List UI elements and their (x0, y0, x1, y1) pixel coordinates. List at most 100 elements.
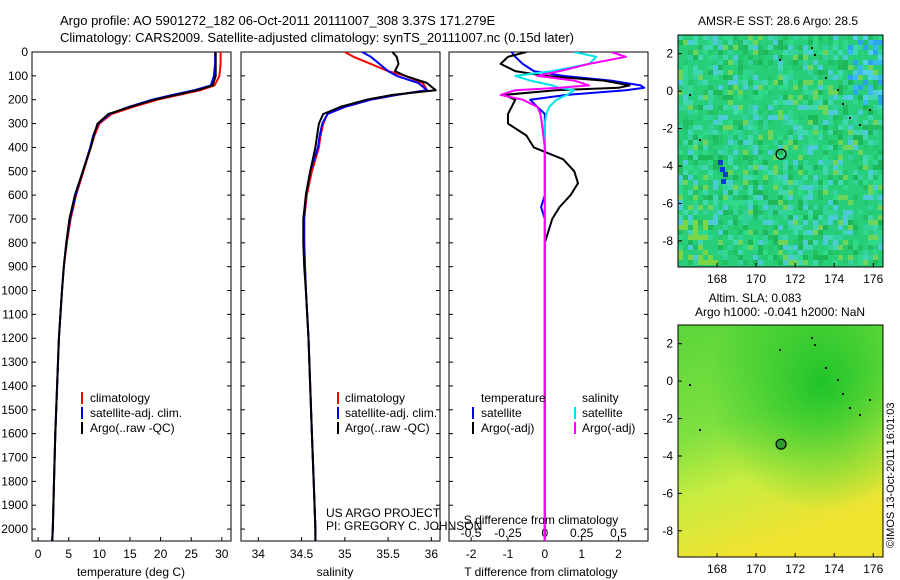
sst-cell (723, 225, 728, 230)
sst-cell (748, 165, 753, 170)
sst-cell (823, 190, 828, 195)
difference-xlabel: T difference from climatology (464, 565, 618, 579)
sst-cell (843, 95, 848, 100)
sst-cell (818, 210, 823, 215)
sst-cell (818, 85, 823, 90)
sst-cell (803, 165, 808, 170)
sst-cell (718, 180, 723, 185)
sst-cell (813, 145, 818, 150)
sst-cell (763, 205, 768, 210)
sst-cell (693, 220, 698, 225)
sst-cell (703, 165, 708, 170)
sst-cell (698, 235, 703, 240)
sst-cell (758, 90, 763, 95)
sst-cell (723, 55, 728, 60)
island-dot (841, 102, 845, 106)
sst-cell (738, 70, 743, 75)
sst-cell (783, 45, 788, 50)
sst-cell (803, 215, 808, 220)
sst-cell (753, 145, 758, 150)
sst-cell (768, 220, 773, 225)
sst-cell (703, 195, 708, 200)
map-x-tick-label: 168 (707, 562, 727, 576)
depth-tick-label: 600 (8, 188, 28, 202)
island-dot (848, 406, 852, 410)
sst-cell (868, 125, 873, 130)
sst-cell (678, 230, 683, 235)
sst-cell (788, 60, 793, 65)
sst-cell (703, 175, 708, 180)
sst-cell (818, 35, 823, 40)
sst-cell (678, 250, 683, 255)
sst-cell (723, 115, 728, 120)
sst-cell (753, 115, 758, 120)
sst-cell (693, 135, 698, 140)
sst-cell (713, 220, 718, 225)
sst-cold-cell (721, 179, 726, 184)
map-y-tick-label: 2 (666, 337, 673, 351)
sst-cell (803, 205, 808, 210)
sst-cell (678, 175, 683, 180)
sst-cell (768, 210, 773, 215)
sst-cell (783, 185, 788, 190)
depth-tick-label: 700 (8, 212, 28, 226)
sst-cell (838, 75, 843, 80)
sst-cell (683, 175, 688, 180)
map-y-tick-label: -2 (662, 122, 673, 136)
sst-cell (808, 100, 813, 105)
sst-cell (763, 160, 768, 165)
sst-cell (863, 195, 868, 200)
map-y-tick-label: -4 (662, 159, 673, 173)
sst-cell (703, 230, 708, 235)
sst-cell (763, 170, 768, 175)
sst-cell (728, 45, 733, 50)
sst-cell (863, 160, 868, 165)
sst-cell (853, 75, 858, 80)
sst-cell (793, 125, 798, 130)
map-x-tick-label: 174 (824, 562, 844, 576)
sst-cell (808, 65, 813, 70)
sst-cell (688, 50, 693, 55)
sst-cell (833, 145, 838, 150)
sst-cell (733, 225, 738, 230)
sst-cell (853, 175, 858, 180)
sst-cell (783, 95, 788, 100)
sst-cell (788, 255, 793, 260)
sst-cell (738, 200, 743, 205)
island-dot (836, 88, 840, 92)
sst-cell (708, 40, 713, 45)
sst-cell (733, 220, 738, 225)
sst-cell (718, 45, 723, 50)
sst-cell (868, 190, 873, 195)
sst-cell (773, 175, 778, 180)
sst-cell (833, 115, 838, 120)
sst-cell (743, 230, 748, 235)
sst-cell (693, 55, 698, 60)
sst-cell (768, 85, 773, 90)
sst-cell (683, 170, 688, 175)
temperature-panel-frame (31, 51, 232, 542)
sst-cell (878, 105, 883, 110)
sst-cell (708, 235, 713, 240)
sst-cell (788, 260, 793, 265)
sst-cell (728, 105, 733, 110)
sst-cell (723, 150, 728, 155)
sst-cell (833, 195, 838, 200)
sst-cell (838, 250, 843, 255)
sst-cell (683, 80, 688, 85)
sst-cell (823, 70, 828, 75)
sst-cell (683, 60, 688, 65)
sst-cell (688, 110, 693, 115)
sst-cell (833, 105, 838, 110)
sst-cell (698, 45, 703, 50)
sst-cell (858, 70, 863, 75)
sst-cell (873, 45, 878, 50)
sst-cell (748, 145, 753, 150)
sst-cell (693, 150, 698, 155)
sst-cell (738, 250, 743, 255)
sst-cell (873, 170, 878, 175)
sst-cell (723, 45, 728, 50)
sst-cell (838, 160, 843, 165)
sst-cell (833, 55, 838, 60)
sst-cell (843, 245, 848, 250)
